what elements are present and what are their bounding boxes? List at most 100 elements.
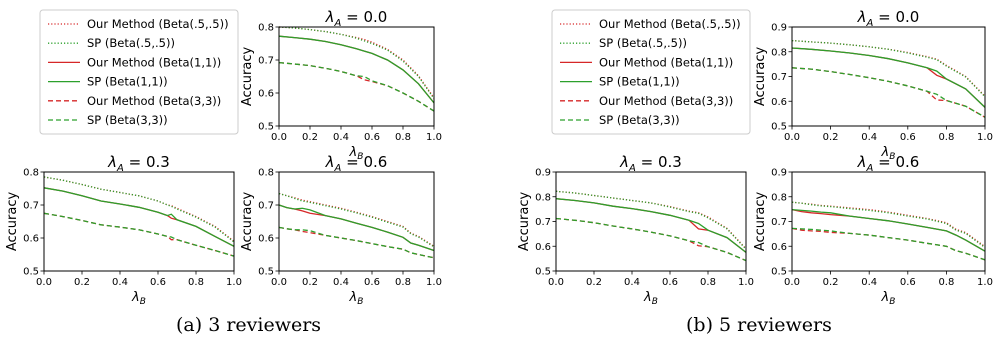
series-line xyxy=(791,208,986,252)
x-tick-label: 0.6 xyxy=(364,132,380,143)
axes-frame xyxy=(43,171,235,272)
y-tick-label: 0.7 xyxy=(258,201,274,212)
series-group xyxy=(43,176,235,257)
chart-title: λA = 0.0 xyxy=(325,8,388,29)
chart-panel: 0.0 0.2 0.4 0.6 0.8 1.0 0.5 0.6 0.7 0.8 0.9 λA = 0.… xyxy=(517,153,754,307)
caption-3-reviewers: (a) 3 reviewers xyxy=(176,314,322,336)
legend-entry-label: SP (Beta(1,1)) xyxy=(87,75,168,89)
legend-frame xyxy=(39,9,239,135)
series-line xyxy=(43,187,235,247)
series-group xyxy=(278,192,435,259)
chart-panel: 0.0 0.2 0.4 0.6 0.8 1.0 0.5 0.6 0.7 0.8 λA = 0.6 λB… xyxy=(240,153,442,307)
y-tick-label: 0.8 xyxy=(771,192,787,203)
x-tick-label: 0.6 xyxy=(662,277,678,288)
y-tick-label: 0.6 xyxy=(535,242,551,253)
x-tick-label: 0.8 xyxy=(938,277,954,288)
y-tick-label: 0.6 xyxy=(771,97,787,108)
y-tick-label: 0.6 xyxy=(258,234,274,245)
y-tick-label: 0.9 xyxy=(771,168,787,179)
series-line xyxy=(43,212,235,257)
y-tick-label: 0.7 xyxy=(258,56,274,67)
x-axis-label: λB xyxy=(881,145,896,162)
chart-title: λA = 0.3 xyxy=(107,153,170,174)
axes-frame xyxy=(278,26,435,127)
series-line xyxy=(555,190,747,250)
series-line xyxy=(278,204,435,252)
series-line xyxy=(791,227,986,261)
chart-panel: 0.0 0.2 0.4 0.6 0.8 1.0 0.5 0.6 0.7 0.8 0.9 λA = 0.… xyxy=(753,153,993,307)
x-tick-label: 1.0 xyxy=(738,277,754,288)
x-tick-label: 0.8 xyxy=(395,132,411,143)
chart-panel: 0.0 0.2 0.4 0.6 0.8 1.0 0.5 0.6 0.7 0.8 λA = 0.0 λB… xyxy=(240,8,442,162)
y-axis-label: Accuracy xyxy=(753,47,768,107)
y-axis-label: Accuracy xyxy=(517,192,532,252)
chart-panel: 0.0 0.2 0.4 0.6 0.8 1.0 0.5 0.6 0.7 0.8 λA = 0.3 λB… xyxy=(5,153,242,307)
x-tick-label: 1.0 xyxy=(226,277,242,288)
series-line xyxy=(278,192,435,248)
chart-title: λA = 0.3 xyxy=(619,153,682,174)
x-tick-label: 0.0 xyxy=(784,277,800,288)
x-tick-label: 0.4 xyxy=(861,277,877,288)
series-line xyxy=(791,47,986,108)
legend-entry-label: SP (Beta(3,3)) xyxy=(87,113,168,127)
x-tick-label: 0.0 xyxy=(36,277,52,288)
y-tick-label: 0.8 xyxy=(258,23,274,34)
series-line xyxy=(555,217,747,262)
x-tick-label: 0.0 xyxy=(784,132,800,143)
x-tick-label: 0.8 xyxy=(395,277,411,288)
x-tick-label: 0.4 xyxy=(861,132,877,143)
x-tick-label: 0.4 xyxy=(624,277,640,288)
series-line xyxy=(43,212,235,257)
legend-entry-label: Our Method (Beta(1,1)) xyxy=(87,55,221,69)
x-tick-label: 1.0 xyxy=(426,132,442,143)
series-group xyxy=(278,26,435,112)
series-line xyxy=(278,26,435,99)
y-tick-label: 0.8 xyxy=(535,192,551,203)
x-axis-label: λB xyxy=(349,145,364,162)
x-axis-label: λB xyxy=(349,290,364,307)
x-axis-label: λB xyxy=(643,290,658,307)
y-tick-label: 0.7 xyxy=(771,217,787,228)
legend: Our Method (Beta(.5,.5)) SP (Beta(.5,.5))… xyxy=(39,9,239,135)
x-tick-label: 0.2 xyxy=(823,132,839,143)
y-tick-label: 0.5 xyxy=(258,122,274,133)
chart-panel: 0.0 0.2 0.4 0.6 0.8 1.0 0.5 0.6 0.7 0.8 0.9 λA = 0.… xyxy=(753,8,993,162)
x-tick-label: 0.2 xyxy=(302,277,318,288)
legend-entry-label: SP (Beta(.5,.5)) xyxy=(599,36,687,50)
series-line xyxy=(791,67,986,118)
y-tick-label: 0.6 xyxy=(771,242,787,253)
series-line xyxy=(278,204,435,252)
x-tick-label: 0.8 xyxy=(188,277,204,288)
x-tick-label: 1.0 xyxy=(977,132,993,143)
x-tick-label: 0.6 xyxy=(364,277,380,288)
series-line xyxy=(791,39,986,98)
y-tick-label: 0.5 xyxy=(258,267,274,278)
series-line xyxy=(791,201,986,249)
series-line xyxy=(791,208,986,252)
y-tick-label: 0.8 xyxy=(23,168,39,179)
x-tick-label: 0.2 xyxy=(586,277,602,288)
y-axis-label: Accuracy xyxy=(753,192,768,252)
y-tick-label: 0.8 xyxy=(771,47,787,58)
series-line xyxy=(278,35,435,104)
series-line xyxy=(43,176,235,243)
legend-entry-label: Our Method (Beta(1,1)) xyxy=(599,55,733,69)
series-group xyxy=(791,201,986,261)
chart-title: λA = 0.6 xyxy=(325,153,388,174)
y-tick-label: 0.6 xyxy=(23,234,39,245)
chart-title: λA = 0.6 xyxy=(857,153,920,174)
legend-entry-label: Our Method (Beta(.5,.5)) xyxy=(599,17,741,31)
y-axis-label: Accuracy xyxy=(240,192,255,252)
y-tick-label: 0.9 xyxy=(771,23,787,34)
y-axis-label: Accuracy xyxy=(240,47,255,107)
y-tick-label: 0.5 xyxy=(771,267,787,278)
series-group xyxy=(555,190,747,262)
series-line xyxy=(791,67,986,118)
series-line xyxy=(43,187,235,247)
series-line xyxy=(555,217,747,262)
y-tick-label: 0.5 xyxy=(771,122,787,133)
y-tick-label: 0.7 xyxy=(535,217,551,228)
x-tick-label: 0.4 xyxy=(333,277,349,288)
series-group xyxy=(791,39,986,118)
series-line xyxy=(555,190,747,250)
